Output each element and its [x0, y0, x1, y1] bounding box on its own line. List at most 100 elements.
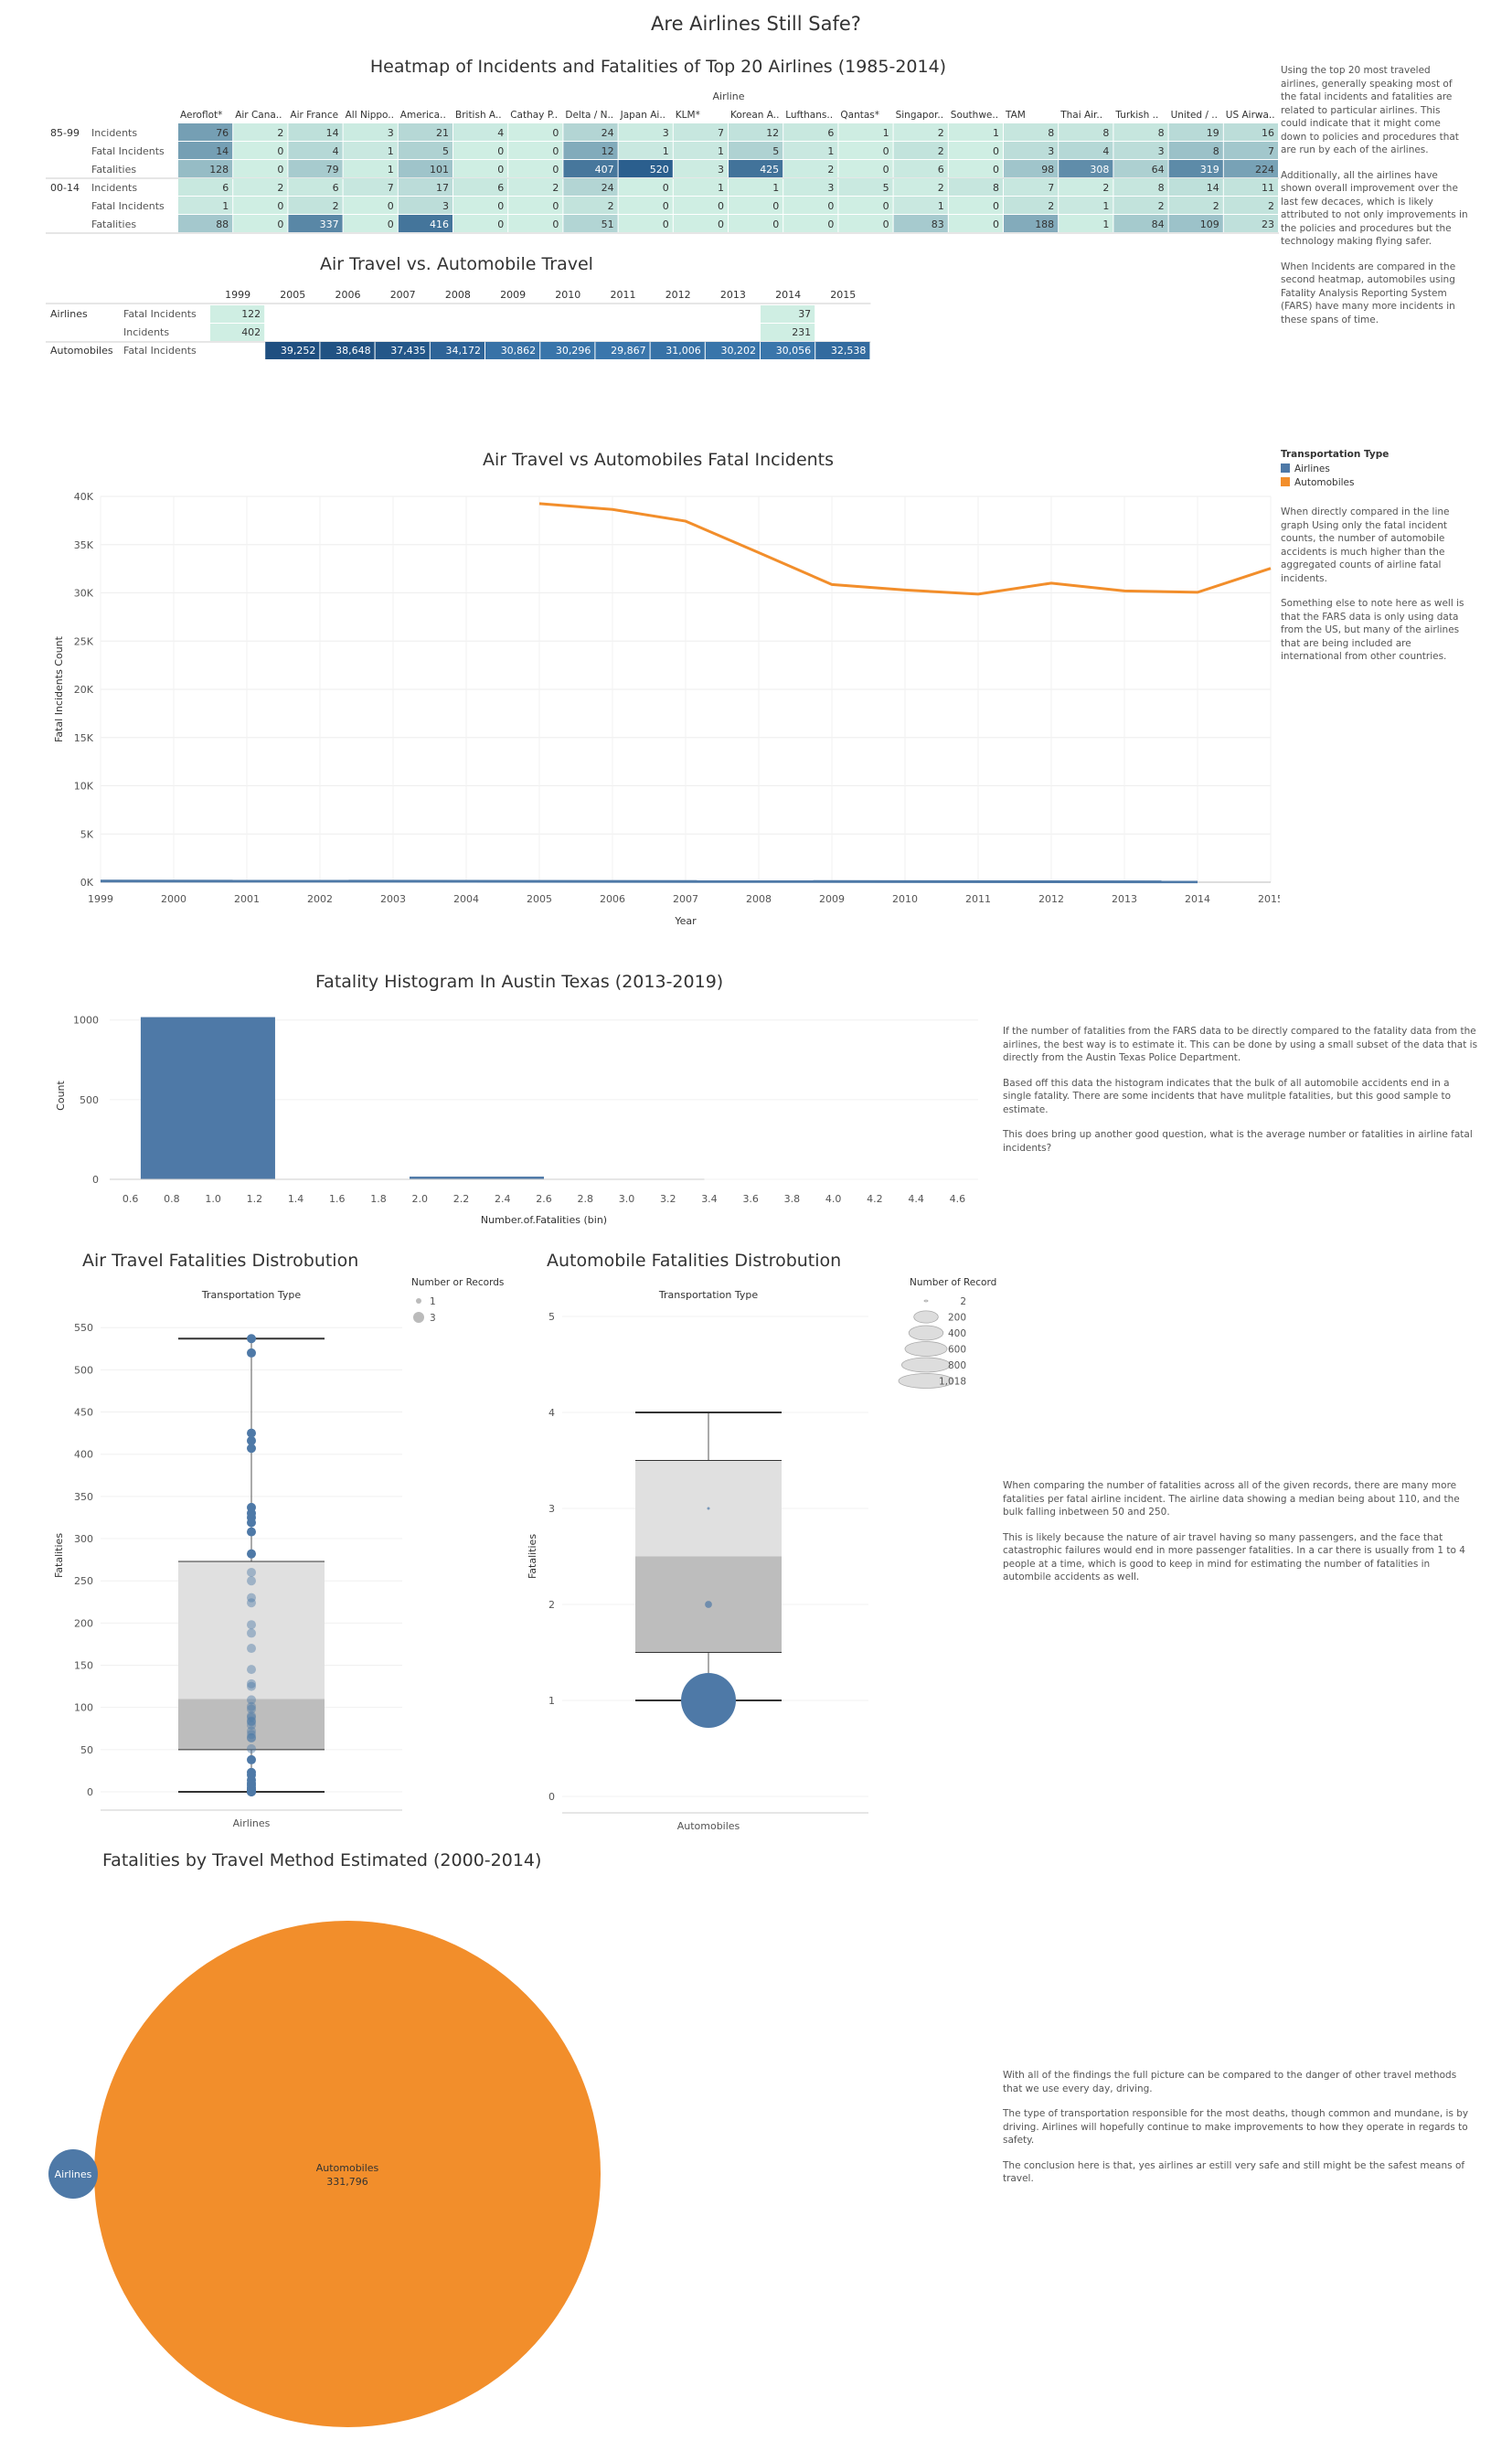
heatmap-cell-value: 0: [497, 200, 504, 212]
x-tick-label: 0.6: [122, 1193, 139, 1205]
x-tick-label: 2003: [380, 893, 406, 905]
legend-item: 600: [948, 1345, 966, 1356]
heatmap-cell-value: 8: [1048, 127, 1054, 139]
heatmap-cell-value: 0: [883, 200, 889, 212]
heatmap-cell-value: 23: [1262, 218, 1274, 230]
x-tick-label: 2010: [892, 893, 918, 905]
data-point: [247, 1435, 256, 1445]
data-point: [247, 1334, 256, 1344]
table-cell: [430, 342, 484, 359]
data-point: [247, 1678, 256, 1689]
heatmap-cell-value: 1: [1102, 200, 1109, 212]
heatmap-cell: [1223, 142, 1278, 159]
heatmap-cell-value: 1: [718, 182, 724, 194]
heatmap-cell: [343, 160, 398, 177]
heatmap-cell: [948, 142, 1003, 159]
heatmap-cell: [343, 178, 398, 196]
x-axis-label: Number.of.Fatalities (bin): [481, 1214, 607, 1226]
note-paragraph: Something else to note here as well is t…: [1281, 598, 1464, 662]
heatmap-cell-value: 0: [497, 145, 504, 157]
table-metric-label: Fatal Incidents: [123, 308, 197, 320]
metric-label: Incidents: [91, 182, 137, 194]
heatmap-cell-value: 83: [932, 218, 944, 230]
heatmap-cell-value: 1: [663, 145, 669, 157]
bubble-automobiles: [94, 1921, 601, 2427]
x-tick-label: 2008: [746, 893, 772, 905]
table-year-header: 2012: [665, 289, 691, 301]
heatmap-cell-value: 101: [430, 164, 449, 176]
heatmap-cell: [618, 123, 673, 141]
heatmap-cell: [1059, 178, 1113, 196]
heatmap-cell-value: 0: [552, 127, 559, 139]
data-point: [247, 1710, 256, 1721]
heatmap-cell-value: 0: [993, 145, 999, 157]
data-point: [247, 1701, 256, 1711]
heatmap-cell-value: 0: [277, 164, 283, 176]
heatmap-cell: [398, 160, 453, 177]
legend-size-mark: [913, 1310, 939, 1324]
heatmap-cell-value: 0: [552, 218, 559, 230]
heatmap-cell-value: 24: [602, 182, 614, 194]
heatmap-cell: [729, 160, 783, 177]
air-boxplot: Transportation Type050100150200250300350…: [53, 1277, 504, 1829]
y-tick-label: 0: [92, 1174, 99, 1186]
data-point: [247, 1502, 256, 1512]
heatmap-cell-value: 0: [663, 200, 669, 212]
table-group-label: Airlines: [50, 308, 88, 320]
heatmap-cell-value: 0: [277, 218, 283, 230]
note-paragraph: This is likely because the nature of air…: [1003, 1531, 1465, 1583]
y-tick-label: 10K: [74, 781, 94, 793]
airline-header: Delta / N..: [565, 110, 613, 121]
x-tick-label: 4.0: [825, 1193, 842, 1205]
heatmap-cell: [1113, 123, 1168, 141]
heatmap-cell-value: 0: [497, 164, 504, 176]
heatmap-cell: [1223, 215, 1278, 232]
box-upper: [178, 1561, 325, 1699]
heatmap-cell-value: 3: [1158, 145, 1165, 157]
heatmap-cell-value: 3: [442, 200, 449, 212]
table-year-header: 2008: [445, 289, 471, 301]
table-cell-value: 32,538: [831, 345, 867, 357]
legend-title: Number or Records: [411, 1277, 504, 1288]
y-axis-label: Count: [55, 1080, 67, 1110]
data-point: [247, 1743, 256, 1753]
heatmap-cell-value: 7: [388, 182, 394, 194]
heatmap-cell-value: 4: [497, 127, 504, 139]
data-point: [247, 1732, 256, 1742]
table-cell: [210, 324, 265, 341]
bubble-title: Fatalities by Travel Method Estimated (2…: [102, 1850, 542, 1870]
heatmap-cell-value: 14: [1207, 182, 1219, 194]
y-tick-label: 5: [548, 1311, 555, 1323]
x-tick-label: 2001: [234, 893, 260, 905]
heatmap-cell: [783, 142, 838, 159]
table-cell: [705, 342, 760, 359]
data-point: [247, 1732, 256, 1742]
heatmap-cell: [618, 142, 673, 159]
heatmap-cell-value: 5: [772, 145, 779, 157]
heatmap-cell: [1004, 197, 1059, 214]
heatmap-cell: [178, 160, 233, 177]
heatmap-cell: [1168, 123, 1223, 141]
data-point: [247, 1704, 256, 1714]
y-tick-label: 500: [80, 1094, 99, 1106]
legend-size-mark: [908, 1325, 944, 1341]
heatmap-cell: [1004, 160, 1059, 177]
heatmap-cell-value: 6: [938, 164, 944, 176]
note-paragraph: When Incidents are compared in the secon…: [1281, 261, 1456, 325]
table-cell: [320, 342, 375, 359]
note-paragraph: If the number of fatalities from the FAR…: [1003, 1026, 1478, 1063]
heatmap-cell-value: 88: [216, 218, 229, 230]
heatmap-cell: [233, 142, 288, 159]
heatmap-cell: [729, 142, 783, 159]
heatmap-cell-value: 0: [993, 200, 999, 212]
legend-title: Number of Records: [910, 1277, 996, 1288]
heatmap-cell: [398, 178, 453, 196]
data-point: [247, 1767, 256, 1777]
heatmap-cell: [453, 123, 508, 141]
heatmap-cell-value: 416: [430, 218, 449, 230]
x-tick-label: 2007: [673, 893, 698, 905]
heatmap-cell: [288, 160, 343, 177]
legend-dot-small: [416, 1298, 421, 1304]
histogram-notes: If the number of fatalities from the FAR…: [1003, 1025, 1478, 1167]
heatmap-cell-value: 0: [883, 145, 889, 157]
